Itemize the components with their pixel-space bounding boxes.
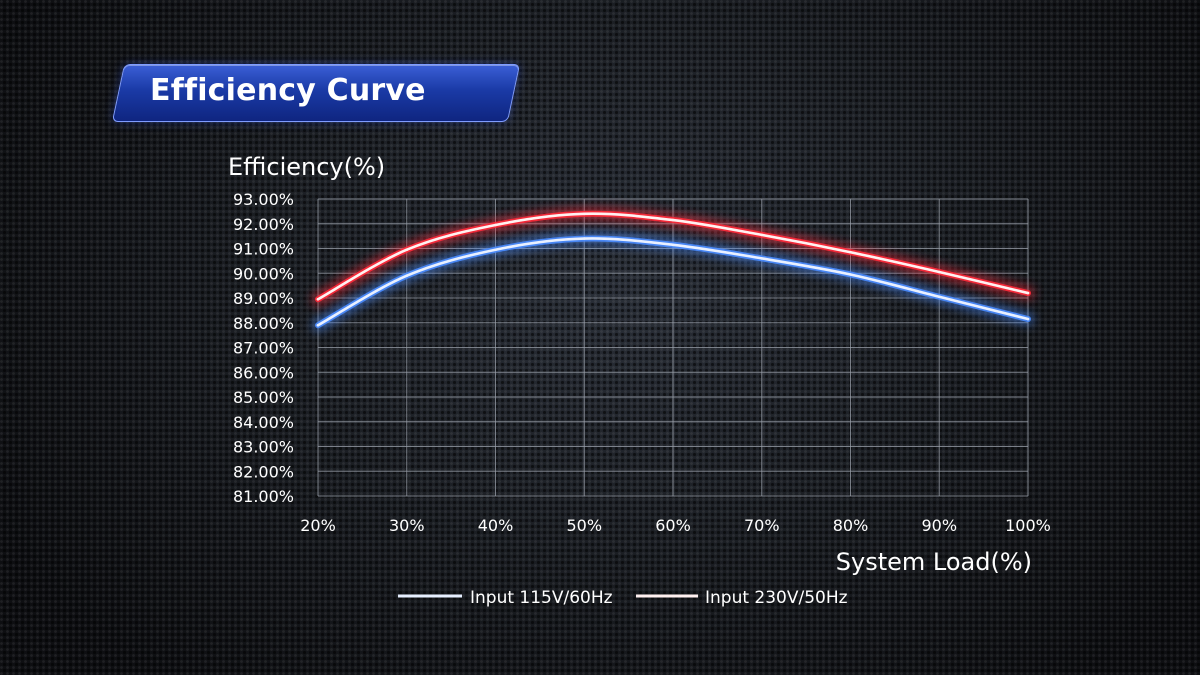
legend-item-230v: Input 230V/50Hz: [636, 588, 848, 608]
data-point-115v: [937, 295, 941, 299]
y-tick-label: 87.00%: [233, 339, 294, 358]
x-tick-label: 30%: [389, 516, 425, 535]
data-point-115v: [582, 237, 586, 240]
x-tick-label: 70%: [744, 516, 780, 535]
data-point-230v: [671, 218, 675, 222]
y-tick-label: 85.00%: [233, 388, 294, 407]
data-point-115v: [760, 257, 764, 260]
data-point-230v: [494, 223, 497, 227]
data-point-230v: [849, 250, 852, 254]
y-axis-ticks: 93.00% 92.00% 91.00% 90.00% 89.00% 88.00% 87.0…: [233, 190, 294, 506]
y-tick-label: 83.00%: [233, 438, 294, 457]
data-point-115v: [1026, 317, 1030, 321]
data-point-230v: [760, 233, 764, 237]
data-point-230v: [316, 297, 320, 301]
data-point-115v: [849, 273, 852, 276]
y-tick-label: 93.00%: [233, 190, 294, 209]
x-axis-label: System Load(%): [836, 548, 1032, 576]
x-tick-label: 50%: [566, 516, 602, 535]
series: [312, 207, 1034, 332]
legend-label-230v: Input 230V/50Hz: [705, 588, 848, 608]
y-tick-label: 89.00%: [233, 289, 294, 308]
data-point-230v: [405, 248, 409, 252]
legend-label-115v: Input 115V/60Hz: [470, 588, 613, 608]
x-axis-ticks: 20% 30% 40% 50% 60% 70% 80% 90% 100%: [300, 516, 1051, 535]
x-tick-label: 20%: [300, 516, 336, 535]
x-tick-label: 60%: [655, 516, 691, 535]
x-tick-label: 100%: [1005, 516, 1051, 535]
y-axis-label: Efficiency(%): [228, 153, 385, 181]
y-tick-label: 81.00%: [233, 487, 294, 506]
y-tick-label: 92.00%: [233, 215, 294, 234]
data-point-230v: [582, 212, 586, 216]
x-tick-label: 90%: [921, 516, 957, 535]
legend-item-115v: Input 115V/60Hz: [398, 588, 613, 608]
y-tick-label: 84.00%: [233, 413, 294, 432]
data-point-115v: [405, 274, 409, 278]
y-tick-label: 90.00%: [233, 264, 294, 283]
y-tick-label: 88.00%: [233, 314, 294, 333]
title-banner: Efficiency Curve: [111, 64, 521, 122]
data-point-115v: [671, 243, 675, 247]
data-point-115v: [316, 323, 320, 327]
legend: Input 115V/60Hz Input 230V/50Hz: [398, 588, 848, 608]
grid: [317, 198, 1029, 497]
data-point-230v: [1026, 291, 1030, 295]
chart-title: Efficiency Curve: [150, 73, 426, 108]
y-tick-label: 86.00%: [233, 363, 294, 382]
x-tick-label: 40%: [478, 516, 514, 535]
data-point-115v: [494, 248, 497, 252]
x-tick-label: 80%: [833, 516, 869, 535]
y-tick-label: 82.00%: [233, 462, 294, 481]
y-tick-label: 91.00%: [233, 240, 294, 259]
data-point-230v: [937, 270, 941, 274]
